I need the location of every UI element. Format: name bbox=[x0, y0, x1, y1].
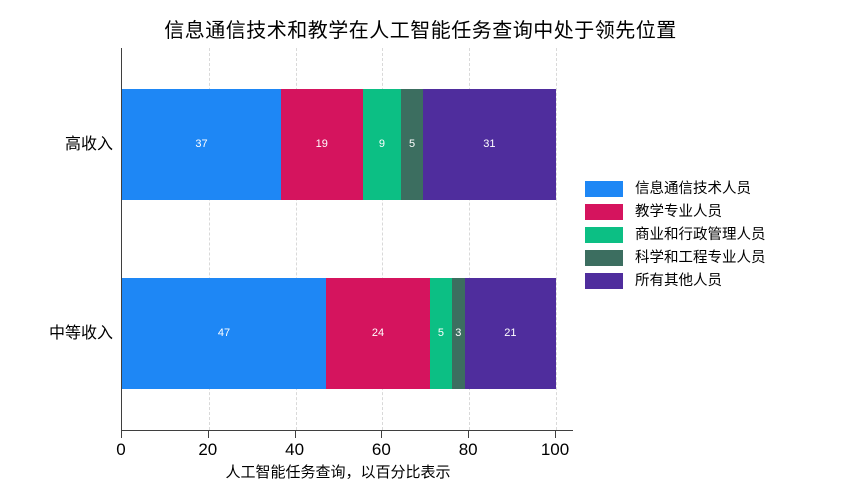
x-tick-20 bbox=[207, 431, 209, 438]
legend-label: 科学和工程专业人员 bbox=[635, 249, 766, 266]
bar-row-0: 37 19 9 5 31 bbox=[122, 89, 556, 200]
y-category-label-0: 高收入 bbox=[64, 135, 113, 153]
gridline-x-60 bbox=[382, 48, 384, 430]
bar-value-label: 5 bbox=[437, 327, 445, 339]
bar-segment: 5 bbox=[430, 278, 452, 389]
bar-segment: 5 bbox=[401, 89, 423, 200]
bar-segment: 24 bbox=[325, 278, 431, 389]
legend-item-3: 科学和工程专业人员 bbox=[585, 250, 766, 266]
x-tick-80 bbox=[468, 431, 470, 438]
bar-row-1: 47 24 5 3 21 bbox=[122, 278, 556, 389]
chart-title: 信息通信技术和教学在人工智能任务查询中处于领先位置 bbox=[164, 20, 677, 42]
y-category-label-1: 中等收入 bbox=[48, 324, 113, 342]
legend-label: 所有其他人员 bbox=[635, 272, 722, 289]
legend-swatch-icon bbox=[585, 227, 623, 243]
legend-swatch-icon bbox=[585, 181, 623, 197]
x-tick-label-100: 100 bbox=[540, 440, 570, 459]
legend-item-4: 所有其他人员 bbox=[585, 273, 766, 289]
bar-value-label: 5 bbox=[408, 138, 416, 150]
x-tick-40 bbox=[294, 431, 296, 438]
x-tick-label-20: 20 bbox=[198, 440, 218, 459]
bar-value-label: 21 bbox=[504, 327, 517, 339]
x-axis-line bbox=[121, 430, 573, 431]
bar-segment: 21 bbox=[464, 278, 556, 389]
legend: 信息通信技术人员 教学专业人员商业和行政管理人员 科学和工程专业人员 所有其他人员 bbox=[585, 181, 766, 296]
bar-segment: 19 bbox=[280, 89, 363, 200]
legend-item-2: 商业和行政管理人员 bbox=[585, 227, 766, 243]
bar-segment: 47 bbox=[122, 278, 326, 389]
x-tick-0 bbox=[121, 431, 122, 438]
legend-item-1: 教学专业人员 bbox=[585, 204, 766, 220]
legend-label: 教学专业人员 bbox=[635, 203, 722, 220]
gridline-x-40 bbox=[295, 48, 297, 430]
bar-segment: 3 bbox=[451, 278, 465, 389]
x-tick-100 bbox=[555, 431, 556, 438]
bar-segment: 9 bbox=[362, 89, 402, 200]
legend-swatch-icon bbox=[585, 273, 623, 289]
x-tick-label-40: 40 bbox=[285, 440, 305, 459]
legend-label: 信息通信技术人员 bbox=[635, 180, 751, 197]
bar-value-label: 19 bbox=[315, 138, 328, 150]
bar-value-label: 31 bbox=[483, 138, 496, 150]
legend-swatch-icon bbox=[585, 250, 623, 266]
x-tick-label-60: 60 bbox=[371, 440, 391, 459]
bar-value-label: 37 bbox=[195, 138, 208, 150]
bar-segment: 31 bbox=[422, 89, 556, 200]
bar-value-label: 24 bbox=[371, 327, 385, 339]
legend-label: 商业和行政管理人员 bbox=[635, 226, 766, 243]
x-tick-label-80: 80 bbox=[458, 440, 478, 459]
x-tick-60 bbox=[381, 431, 383, 438]
gridline-x-100 bbox=[556, 48, 557, 430]
bar-segment: 37 bbox=[122, 89, 281, 200]
bar-value-label: 47 bbox=[217, 327, 231, 339]
plot-area: 37 19 9 5 31 47 24 5 3 21 bbox=[121, 48, 557, 430]
gridline-x-20 bbox=[208, 48, 210, 430]
legend-swatch-icon bbox=[585, 204, 623, 220]
x-tick-label-0: 0 bbox=[116, 440, 126, 459]
x-axis-label: 人工智能任务查询，以百分比表示 bbox=[225, 464, 451, 481]
legend-item-0: 信息通信技术人员 bbox=[585, 181, 766, 197]
bar-value-label: 3 bbox=[455, 327, 462, 339]
bar-value-label: 9 bbox=[378, 138, 386, 150]
gridline-x-80 bbox=[469, 48, 471, 430]
